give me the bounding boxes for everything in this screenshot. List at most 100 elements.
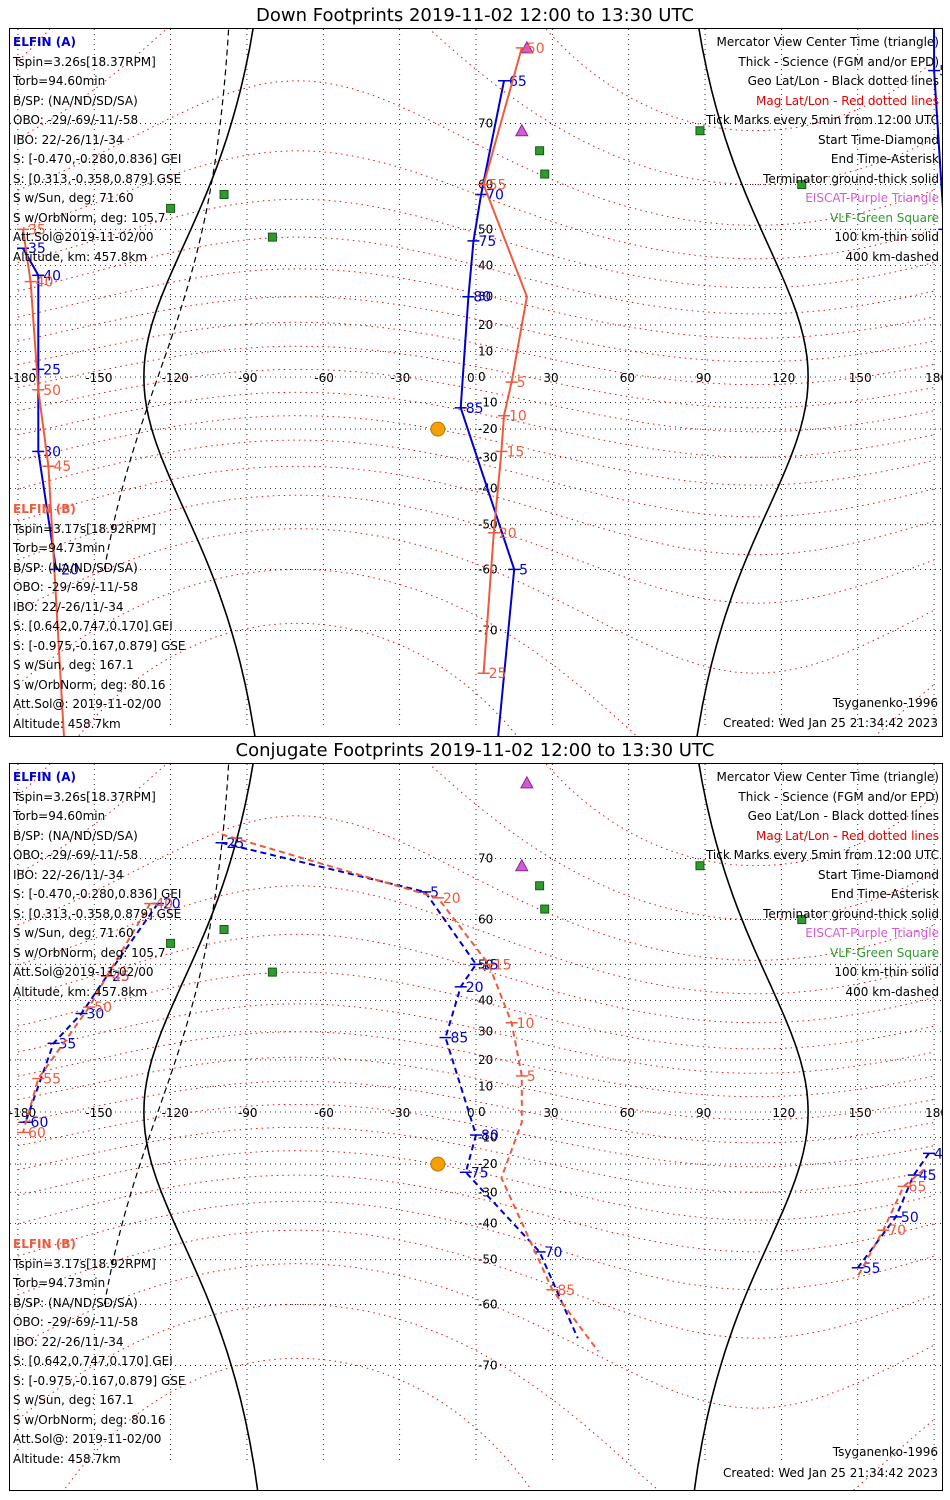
elfin-a-conjugate-track: 25 5 15 20 85 80 75 70 bbox=[215, 836, 579, 1339]
legend-item: EISCAT-Purple Triangle bbox=[805, 191, 939, 205]
track-time-label: 70 bbox=[888, 1223, 906, 1239]
elfin-b-info-line: S: [0.642,0.747,0.170] GEI bbox=[13, 619, 173, 633]
lon-tick-label: -120 bbox=[162, 1106, 189, 1120]
track-time-label: 20 bbox=[499, 526, 517, 542]
elfin-a-info-line: B/SP: (NA/ND/SD/SA) bbox=[13, 828, 138, 843]
lon-tick-label: 0 bbox=[467, 371, 475, 385]
legend-item: VLF-Green Square bbox=[830, 945, 939, 960]
map-legend: Mercator View Center Time (triangle) Thic… bbox=[706, 768, 939, 1002]
track-time-label: 45 bbox=[919, 1168, 937, 1184]
track-time-label: 75 bbox=[471, 1165, 489, 1181]
track-time-label: 35 bbox=[59, 1036, 77, 1052]
lon-tick-label: -60 bbox=[314, 1106, 334, 1120]
track-time-label: 40 bbox=[155, 897, 173, 913]
lat-tick-label: -30 bbox=[478, 450, 498, 464]
lon-tick-label: -180 bbox=[10, 371, 36, 385]
mag-parallel bbox=[17, 1103, 935, 1168]
elfin-a-info-line: S w/OrbNorm, deg: 105.7 bbox=[13, 210, 166, 225]
down-footprints-map: -180-150-120-90-60-300306090120150180706… bbox=[10, 29, 942, 736]
track-time-label: 55 bbox=[43, 1072, 61, 1088]
elfin-b-info-line: Torb=94.73min bbox=[13, 1276, 106, 1290]
track-time-label: 60 bbox=[31, 1115, 49, 1131]
elfin-a-info-line: B/SP: (NA/ND/SD/SA) bbox=[13, 93, 138, 108]
model-label: Tsyganenko-1996 bbox=[832, 696, 938, 710]
lat-tick-label: 40 bbox=[478, 259, 493, 273]
mag-parallel bbox=[17, 368, 935, 433]
track-time-label: 45 bbox=[53, 459, 71, 475]
model-label: Tsyganenko-1996 bbox=[832, 1445, 938, 1459]
lon-tick-label: 60 bbox=[620, 371, 635, 385]
vlf-square-icon bbox=[166, 203, 176, 213]
track-time-label: 5 bbox=[527, 1069, 536, 1085]
track-time-label: 25 bbox=[112, 969, 130, 985]
legend-item: Mercator View Center Time (triangle) bbox=[716, 35, 939, 49]
legend-item: Mag Lat/Lon - Red dotted lines bbox=[755, 828, 939, 843]
track-time-label: 20 bbox=[163, 897, 181, 913]
elfin-a-info-line: Altitude, km: 457.8km bbox=[13, 249, 148, 264]
elfin-a-info-line: Att.Sol@2019-11-02/00 bbox=[13, 965, 154, 979]
lon-tick-label: 150 bbox=[849, 371, 872, 385]
track-time-label: 35 bbox=[28, 222, 46, 238]
lat-tick-label: 50 bbox=[478, 222, 493, 236]
lat-tick-label: -50 bbox=[478, 518, 498, 532]
legend-item: EISCAT-Purple Triangle bbox=[805, 926, 939, 940]
mag-parallel bbox=[17, 528, 935, 674]
track-time-label: 20 bbox=[443, 891, 461, 907]
mag-parallel bbox=[17, 1056, 935, 1121]
terminator-line-west bbox=[143, 764, 259, 1490]
eiscat-triangle-icon bbox=[520, 775, 534, 789]
legend-item: End Time-Asterisk bbox=[830, 152, 939, 166]
elfin-a-info-line: Tspin=3.26s[18.37RPM] bbox=[13, 789, 156, 804]
lon-tick-label: -150 bbox=[85, 371, 112, 385]
track-time-label: 60 bbox=[28, 1125, 46, 1141]
track-time-label: 5 bbox=[430, 885, 439, 901]
vlf-square-icon bbox=[540, 169, 550, 179]
elfin-a-conjugate-track-east: 40 45 50 55 bbox=[851, 1146, 942, 1277]
lat-tick-label: -60 bbox=[478, 1297, 498, 1311]
elfin-b-info-line: Altitude: 458.7km bbox=[13, 1451, 121, 1466]
terminator-line-east bbox=[696, 29, 809, 736]
track-time-label: 50 bbox=[527, 41, 545, 57]
vlf-square-icon bbox=[695, 861, 705, 871]
created-timestamp: Created: Wed Jan 25 21:34:42 2023 bbox=[723, 1466, 938, 1480]
legend-item: Start Time-Diamond bbox=[817, 867, 939, 882]
lat-tick-label: -30 bbox=[478, 1185, 498, 1199]
mag-parallel bbox=[17, 321, 935, 386]
vlf-square-icon bbox=[535, 146, 545, 156]
elfin-a-info-line: S w/OrbNorm, deg: 105.7 bbox=[13, 945, 166, 960]
lon-tick-label: 90 bbox=[696, 1106, 711, 1120]
track-time-label: 35 bbox=[28, 241, 46, 257]
lat-tick-label: 20 bbox=[478, 318, 493, 332]
elfin-a-info-line: Altitude, km: 457.8km bbox=[13, 984, 148, 999]
mag-parallel bbox=[17, 494, 935, 604]
elfin-a-info: ELFIN (A) Tspin=3.26s[18.37RPM] Torb=94.6… bbox=[13, 33, 181, 267]
legend-item: Geo Lat/Lon - Black dotted lines bbox=[747, 809, 939, 823]
vlf-square-icon bbox=[166, 938, 176, 948]
elfin-b-track-west: 35 40 50 45 bbox=[16, 222, 71, 736]
elfin-b-info-line: IBO: 22/-26/11/-34 bbox=[13, 1334, 124, 1349]
track-time-label: 70 bbox=[545, 1245, 563, 1261]
elfin-a-conjugate-track-west: 20 25 30 35 60 bbox=[19, 897, 181, 1131]
track-time-label: 85 bbox=[557, 1283, 575, 1299]
track-time-label: 70 bbox=[486, 187, 504, 203]
legend-item: Mag Lat/Lon - Red dotted lines bbox=[755, 93, 939, 108]
mag-parallel bbox=[17, 1229, 935, 1339]
elfin-b-info-line: OBO: -29/-69/-11/-58 bbox=[13, 580, 139, 594]
terminator bbox=[103, 29, 809, 736]
lat-tick-label: -50 bbox=[478, 1253, 498, 1267]
elfin-a-header: ELFIN (A) bbox=[13, 35, 76, 49]
lat-tick-label: 20 bbox=[478, 1053, 493, 1067]
track-time-label: 40 bbox=[36, 275, 54, 291]
elfin-b-info-line: Att.Sol@: 2019-11-02/00 bbox=[13, 1432, 162, 1446]
lat-tick-label: -40 bbox=[478, 1216, 498, 1230]
legend-item: Tick Marks every 5min from 12:00 UTC bbox=[705, 113, 939, 127]
vlf-square-icon bbox=[535, 881, 545, 891]
conjugate-footprints-map-panel: -180-150-120-90-60-300306090120150180706… bbox=[9, 763, 943, 1491]
lat-tick-label: -20 bbox=[478, 422, 498, 436]
footprint-400km-line bbox=[103, 29, 230, 570]
track-time-label: 50 bbox=[901, 1210, 919, 1226]
elfin-b-header: ELFIN (B) bbox=[13, 502, 76, 516]
elfin-a-info-line: S w/Sun, deg: 71.60 bbox=[13, 191, 134, 205]
